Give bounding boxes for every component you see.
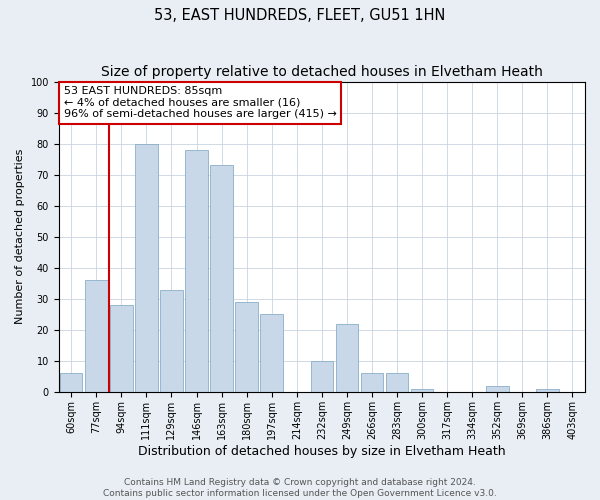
Bar (60, 374, 82, 392)
Bar (411, 389, 433, 392)
Bar (260, 314, 283, 392)
Bar (135, 144, 158, 392)
Bar (110, 305, 133, 392)
X-axis label: Distribution of detached houses by size in Elvetham Heath: Distribution of detached houses by size … (138, 444, 506, 458)
Y-axis label: Number of detached properties: Number of detached properties (15, 149, 25, 324)
Text: Contains HM Land Registry data © Crown copyright and database right 2024.
Contai: Contains HM Land Registry data © Crown c… (103, 478, 497, 498)
Bar (335, 324, 358, 392)
Title: Size of property relative to detached houses in Elvetham Heath: Size of property relative to detached ho… (101, 65, 543, 79)
Bar (210, 166, 233, 392)
Bar (185, 150, 208, 392)
Bar (160, 290, 183, 392)
Bar (486, 386, 509, 392)
Bar (386, 374, 408, 392)
Bar (311, 361, 333, 392)
Text: 53 EAST HUNDREDS: 85sqm
← 4% of detached houses are smaller (16)
96% of semi-det: 53 EAST HUNDREDS: 85sqm ← 4% of detached… (64, 86, 337, 120)
Bar (85, 280, 107, 392)
Bar (361, 374, 383, 392)
Bar (536, 389, 559, 392)
Text: 53, EAST HUNDREDS, FLEET, GU51 1HN: 53, EAST HUNDREDS, FLEET, GU51 1HN (154, 8, 446, 22)
Bar (235, 302, 258, 392)
